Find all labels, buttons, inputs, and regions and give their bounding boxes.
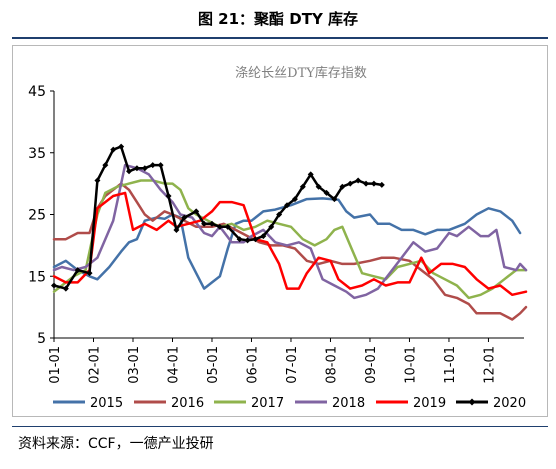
- data-point-2020: [165, 192, 172, 199]
- data-point-2020: [252, 236, 259, 243]
- data-point-2020: [276, 211, 283, 218]
- y-tick-label: 5: [37, 331, 46, 347]
- x-tick-label: 11-01: [443, 346, 458, 384]
- y-tick-label: 35: [28, 146, 46, 162]
- legend-label-2017: 2017: [251, 396, 284, 411]
- data-point-2020: [331, 196, 338, 203]
- data-point-2020: [94, 177, 101, 184]
- data-point-2020: [315, 183, 322, 190]
- legend-label-2018: 2018: [332, 396, 365, 411]
- legend-label-2020: 2020: [493, 396, 526, 411]
- title-rule: [12, 37, 548, 39]
- x-tick-label: 03-01: [127, 346, 142, 384]
- x-tick-label: 04-01: [166, 346, 181, 384]
- legend-marker-2020: [468, 398, 476, 406]
- series-lines: [51, 143, 528, 321]
- data-point-2020: [126, 168, 133, 175]
- source-note: 资料来源：CCF，一德产业投研: [18, 436, 214, 452]
- x-tick-label: 12-01: [482, 346, 497, 384]
- series-line-2017: [52, 179, 528, 300]
- data-point-2020: [244, 237, 251, 244]
- data-point-2020: [347, 180, 354, 187]
- series-line-2015: [52, 197, 522, 290]
- x-tick-label: 08-01: [324, 346, 339, 384]
- data-point-2020: [291, 196, 298, 203]
- series-line-2019: [52, 191, 528, 297]
- data-point-2020: [62, 285, 69, 292]
- data-point-2020: [102, 162, 109, 169]
- line-chart: 涤纶长丝DTY库存指数 5 15 25 35 45 01-01 02-01 03-01 04-0…: [28, 65, 528, 411]
- legend-label-2015: 2015: [90, 396, 123, 411]
- data-point-2020: [299, 183, 306, 190]
- data-point-2020: [201, 220, 208, 227]
- series-line-2020: [52, 145, 384, 290]
- y-tick-label: 25: [28, 208, 46, 224]
- y-tick-label: 15: [28, 269, 46, 285]
- data-point-2020: [355, 177, 362, 184]
- figure-title: 图 21：聚酯 DTY 库存: [197, 10, 359, 28]
- legend: 2015 2016 2017 2018 2019 2020: [53, 396, 526, 411]
- x-tick-label: 10-01: [403, 346, 418, 384]
- data-point-2020: [74, 267, 81, 274]
- x-tick-label: 09-01: [364, 346, 379, 384]
- legend-label-2016: 2016: [171, 396, 204, 411]
- x-tick-label: 01-01: [48, 346, 63, 384]
- data-point-2020: [141, 165, 148, 172]
- data-point-2020: [268, 223, 275, 230]
- data-point-2020: [339, 183, 346, 190]
- data-point-2020: [363, 180, 370, 187]
- data-point-2020: [224, 223, 231, 230]
- x-tick-label: 02-01: [87, 346, 102, 384]
- x-tick-label: 06-01: [245, 346, 260, 384]
- data-point-2020: [51, 282, 57, 289]
- data-point-2020: [216, 223, 223, 230]
- data-point-2020: [370, 180, 377, 187]
- data-point-2020: [157, 162, 164, 169]
- data-point-2020: [118, 143, 125, 150]
- data-point-2020: [110, 146, 117, 153]
- data-point-2020: [193, 208, 200, 215]
- x-tick-label: 05-01: [206, 346, 221, 384]
- y-tick-label: 45: [28, 84, 46, 100]
- data-point-2020: [307, 171, 314, 178]
- chart-frame: 涤纶长丝DTY库存指数 5 15 25 35 45 01-01 02-01 03-01 04-0…: [12, 45, 548, 417]
- data-point-2020: [284, 202, 291, 209]
- data-point-2020: [378, 181, 385, 188]
- data-point-2020: [173, 226, 180, 233]
- data-point-2020: [149, 162, 156, 169]
- x-tick-label: 07-01: [285, 346, 300, 384]
- data-point-2020: [133, 165, 140, 172]
- data-point-2020: [323, 189, 330, 196]
- data-point-2020: [86, 270, 93, 277]
- source-rule: [12, 426, 548, 427]
- series-line-2018: [52, 163, 528, 300]
- axes: 5 15 25 35 45 01-01 02-01 03-01 04-01 05-01 06-01 0…: [28, 84, 524, 384]
- chart-title: 涤纶长丝DTY库存指数: [235, 65, 367, 81]
- legend-label-2019: 2019: [413, 396, 446, 411]
- data-point-2020: [260, 233, 267, 240]
- data-point-2020: [181, 214, 188, 221]
- data-point-2020: [236, 236, 243, 243]
- data-point-2020: [208, 220, 215, 227]
